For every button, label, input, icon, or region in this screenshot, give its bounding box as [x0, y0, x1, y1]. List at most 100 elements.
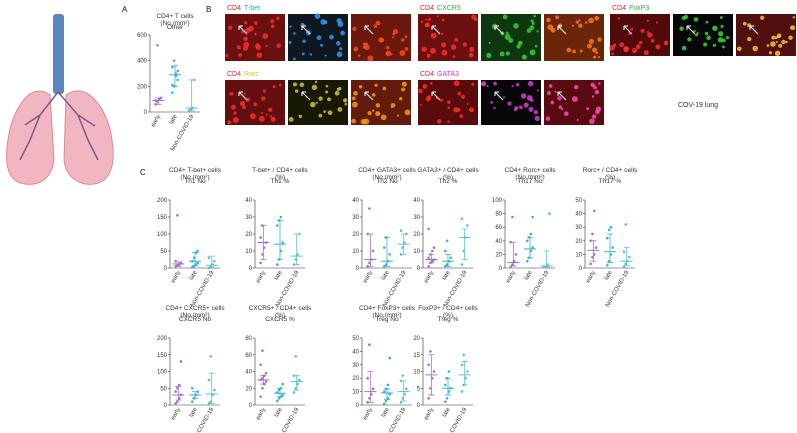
chart-label: Treg %: [438, 316, 459, 323]
arrow: [238, 25, 248, 35]
cell: [399, 97, 403, 101]
point: [445, 397, 449, 400]
cell: [536, 30, 539, 33]
point: [383, 402, 386, 405]
arrow: [301, 91, 311, 101]
cell: [457, 91, 462, 96]
cell: [299, 82, 305, 88]
cell: [747, 36, 752, 42]
cell: [232, 117, 239, 124]
cell: [380, 114, 387, 121]
y-tick-label: 0: [417, 403, 421, 409]
micrograph-tint: [673, 14, 733, 56]
cell: [450, 44, 457, 50]
label-part: FoxP3: [629, 5, 649, 12]
error-bar: [400, 380, 407, 402]
point: [427, 265, 430, 268]
cell: [725, 35, 730, 40]
error-bar: [445, 254, 451, 267]
cell: [505, 51, 510, 56]
y-tick-label: 40: [245, 198, 252, 204]
point: [594, 246, 598, 249]
x-tick-label: late: [381, 406, 391, 418]
point: [386, 383, 390, 387]
micrograph-tint: [544, 14, 604, 61]
cell: [722, 45, 725, 49]
cell: [375, 103, 381, 108]
cell: [396, 114, 399, 117]
y-tick-label: 0: [499, 266, 503, 272]
y-tick-label: 20: [495, 252, 502, 258]
chart-label: CXCR5 No: [179, 316, 212, 323]
point: [174, 390, 177, 393]
cell: [693, 29, 696, 33]
x-tick-label: early: [170, 270, 182, 284]
cell: [774, 36, 778, 39]
point: [174, 402, 177, 405]
y-tick-label: 20: [575, 239, 582, 245]
label-part: Rorc: [244, 71, 259, 78]
cell: [587, 43, 593, 49]
point: [171, 91, 174, 95]
error-bar: [461, 361, 468, 386]
cell: [598, 55, 601, 59]
cell: [440, 98, 444, 102]
y-tick-label: 20: [245, 386, 252, 392]
cell: [243, 92, 246, 96]
point: [176, 78, 179, 82]
cell: [270, 116, 276, 122]
y-tick-label: 40: [352, 198, 359, 204]
cell: [325, 84, 329, 88]
x-tick-label: early: [585, 270, 597, 284]
error-bar: [428, 254, 435, 264]
x-tick-label: late: [442, 269, 452, 281]
y-tick-label: 200: [157, 336, 168, 342]
cell: [294, 89, 299, 93]
y-tick-label: 20: [413, 232, 420, 238]
cell: [502, 14, 508, 20]
arrow: [494, 91, 504, 101]
point: [466, 224, 469, 227]
cell: [557, 95, 562, 101]
chart-title: CXCR5+ / CD4+ cells: [249, 305, 313, 312]
cell: [572, 96, 578, 103]
point: [176, 214, 179, 217]
cell: [367, 55, 374, 62]
cell: [592, 47, 597, 53]
chart-label: Th17 %: [599, 178, 622, 185]
point: [196, 261, 199, 265]
x-tick-label: late: [381, 269, 391, 281]
point: [176, 400, 179, 403]
point: [591, 232, 594, 236]
cell: [424, 22, 430, 28]
chart-subtitle: (No./mm²): [372, 312, 401, 319]
point: [177, 383, 181, 387]
error-bar: [384, 237, 390, 267]
cell: [352, 101, 358, 108]
chart-title: CD4+ T cells: [156, 13, 194, 20]
cell: [693, 17, 699, 22]
y-tick-label: 10: [413, 370, 420, 376]
x-tick-label: early: [362, 407, 374, 421]
y-tick-label: 0: [249, 266, 253, 272]
cell: [421, 46, 427, 52]
cell: [792, 16, 795, 19]
cell: [262, 89, 266, 93]
cell: [453, 80, 460, 87]
cell: [696, 32, 699, 35]
point: [171, 65, 174, 69]
y-tick-label: 40: [352, 349, 359, 355]
cell: [288, 41, 292, 44]
cell: [533, 14, 536, 18]
arrow: [557, 91, 567, 101]
cell: [718, 31, 724, 37]
point: [531, 215, 534, 219]
cell: [548, 84, 553, 88]
y-tick-label: 10: [352, 249, 359, 255]
y-tick-label: 80: [495, 212, 502, 218]
cell: [790, 25, 796, 31]
cell: [242, 105, 246, 110]
cell: [555, 15, 560, 20]
y-tick-label: 10: [245, 249, 252, 255]
point: [444, 249, 447, 253]
